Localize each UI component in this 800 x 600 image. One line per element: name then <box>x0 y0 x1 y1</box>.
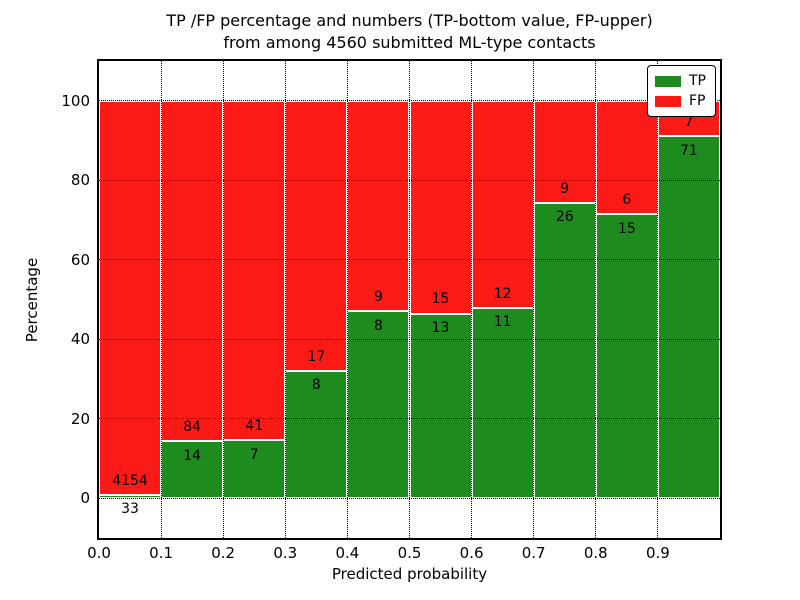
gridline-v-3 <box>284 61 286 538</box>
y-tick-label-60: 60 <box>70 250 90 269</box>
tp-count-label-5: 13 <box>431 320 450 336</box>
plot-area: TP FP 4154 33 84 14 41 7 17 8 9 8 15 13 12 11 9 26 6 15 7 71 <box>97 59 722 540</box>
gridline-v-9 <box>657 61 659 538</box>
legend-label-fp: FP <box>689 93 706 109</box>
fp-count-label-1: 84 <box>183 419 202 436</box>
gridline-v-2 <box>222 61 224 538</box>
legend-entry-fp: FP <box>655 91 706 111</box>
x-axis-label: Predicted probability <box>331 565 488 583</box>
gridline-v-6 <box>471 61 473 538</box>
y-tick-label-100: 100 <box>61 91 90 110</box>
bar-segment-fp-1 <box>161 100 224 442</box>
y-tick-label-20: 20 <box>70 409 90 428</box>
x-tick-label-0.1: 0.1 <box>149 544 174 562</box>
fp-count-label-4: 9 <box>373 288 383 305</box>
legend-entry-tp: TP <box>655 71 706 91</box>
tp-count-label-2: 7 <box>249 446 259 463</box>
y-tick-label-80: 80 <box>70 171 90 190</box>
tp-count-label-9: 71 <box>680 142 698 159</box>
tp-count-label-6: 11 <box>493 314 512 331</box>
legend-swatch-tp <box>655 75 681 87</box>
fp-count-label-0: 4154 <box>112 472 148 489</box>
gridline-v-1 <box>160 61 162 538</box>
y-tick-label-40: 40 <box>70 330 90 349</box>
legend: TP FP <box>647 65 716 117</box>
x-tick-label-0.6: 0.6 <box>459 544 484 562</box>
gridline-v-8 <box>595 61 597 538</box>
fp-count-label-3: 17 <box>307 348 326 365</box>
x-tick-label-0.8: 0.8 <box>583 544 608 562</box>
bar-segment-tp-5 <box>409 313 472 499</box>
bar-segment-fp-8 <box>595 100 658 215</box>
bar-segment-fp-6 <box>471 100 534 309</box>
gridline-v-5 <box>409 61 410 538</box>
chart-title-line1: TP /FP percentage and numbers (TP-bottom… <box>166 11 653 30</box>
y-tick-label-0: 0 <box>80 489 90 508</box>
tp-count-label-7: 26 <box>555 209 574 226</box>
chart-title-line2: from among 4560 submitted ML-type contac… <box>223 33 596 52</box>
fp-count-label-2: 41 <box>245 417 264 434</box>
legend-swatch-fp <box>655 95 681 107</box>
tp-count-label-8: 15 <box>617 220 636 237</box>
bar-segment-tp-7 <box>533 202 596 499</box>
fp-count-label-8: 6 <box>622 192 632 208</box>
y-axis-label: Percentage <box>23 257 41 343</box>
bar-segment-tp-4 <box>347 311 410 499</box>
bar-segment-tp-6 <box>471 308 534 499</box>
tp-count-label-1: 14 <box>183 447 202 464</box>
bar-segment-fp-3 <box>285 100 348 372</box>
x-tick-label-0.4: 0.4 <box>335 544 360 562</box>
bar-segment-fp-7 <box>533 100 596 203</box>
bar-segment-tp-8 <box>595 214 658 499</box>
legend-label-tp: TP <box>689 73 706 89</box>
x-tick-label-0.7: 0.7 <box>521 544 546 562</box>
bar-segment-tp-0 <box>99 495 162 499</box>
x-tick-label-0.3: 0.3 <box>273 544 298 562</box>
bar-segment-fp-5 <box>409 100 472 314</box>
gridline-v-4 <box>346 61 348 538</box>
bar-segment-fp-2 <box>223 100 286 441</box>
bar-segment-fp-0 <box>99 100 162 496</box>
x-tick-label-0.5: 0.5 <box>397 544 422 562</box>
bar-segment-tp-3 <box>285 371 348 499</box>
tp-count-label-3: 8 <box>311 377 321 394</box>
tp-count-label-4: 8 <box>373 317 383 334</box>
fp-count-label-7: 9 <box>560 180 570 197</box>
bar-segment-fp-4 <box>347 100 410 312</box>
bar-segment-tp-9 <box>657 136 720 499</box>
bar-segment-tp-1 <box>161 441 224 499</box>
fp-count-label-6: 12 <box>493 285 512 302</box>
x-tick-label-0.2: 0.2 <box>211 544 236 562</box>
x-tick-label-0.9: 0.9 <box>645 544 670 562</box>
x-tick-label-0.0: 0.0 <box>87 544 111 562</box>
fp-count-label-5: 15 <box>431 291 450 308</box>
fp-count-label-9: 7 <box>684 114 694 131</box>
gridline-v-7 <box>533 61 535 538</box>
tp-count-label-0: 33 <box>121 501 139 518</box>
